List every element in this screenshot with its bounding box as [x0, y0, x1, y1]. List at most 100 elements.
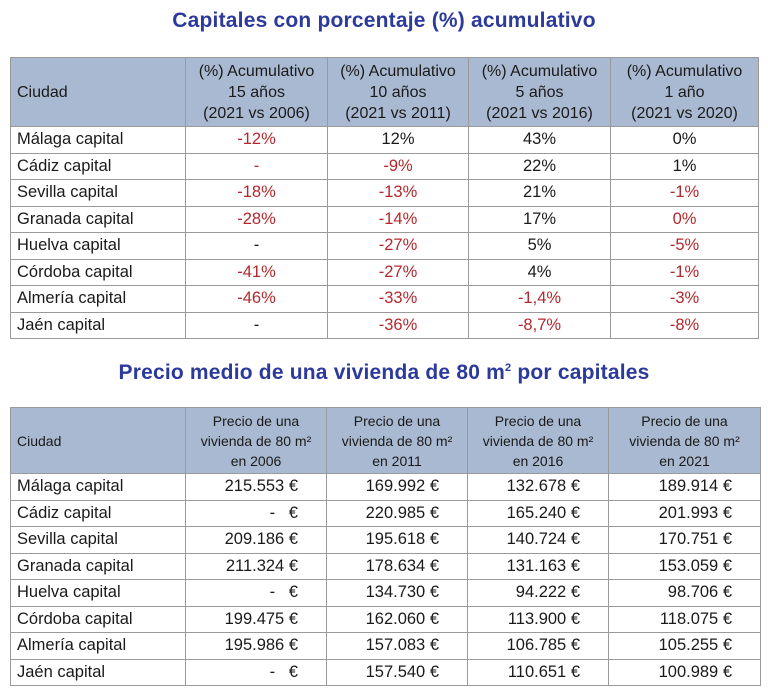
header-line: en 2006 [230, 452, 282, 469]
title-main: Precio medio de una vivienda de 80 m [118, 361, 505, 384]
header-line: (%) Acumulativo [198, 62, 315, 80]
header-line: vivienda de 80 m² [629, 432, 740, 449]
percentage-cell: 0% [610, 126, 759, 154]
page-title-prices: Precio medio de una vivienda de 80 m2 po… [0, 361, 768, 385]
city-cell: Cádiz capital [10, 499, 186, 527]
table-row: Córdoba capital -41% -27% 4% -1% [10, 258, 759, 286]
city-cell: Málaga capital [10, 126, 186, 154]
column-header: Precio de una vivienda de 80 m² en 2006 [185, 407, 327, 474]
city-cell: Granada capital [10, 205, 186, 233]
city-cell: Sevilla capital [10, 179, 186, 207]
percentage-cell: -5% [610, 232, 759, 260]
percentage-cell: -1% [610, 179, 759, 207]
percentage-cell: -28% [185, 205, 328, 233]
column-header: (%) Acumulativo 15 años (2021 vs 2006) [185, 57, 328, 127]
city-cell: Almería capital [10, 632, 186, 660]
table-row: Sevilla capital -18% -13% 21% -1% [10, 179, 759, 207]
header-line: Precio de una [494, 412, 582, 429]
percentage-cell: - [185, 232, 328, 260]
percentage-cell: 12% [327, 126, 469, 154]
header-line: (2021 vs 2020) [631, 104, 738, 122]
city-cell: Almería capital [10, 285, 186, 313]
percentage-cell: 17% [468, 205, 611, 233]
title-end: por capitales [511, 361, 650, 384]
price-cell: 110.651 € [467, 658, 609, 686]
city-cell: Jaén capital [10, 311, 186, 339]
price-cell: - € [185, 579, 327, 607]
city-cell: Cádiz capital [10, 152, 186, 180]
percentage-cell: -14% [327, 205, 469, 233]
header-line: (%) Acumulativo [626, 62, 743, 80]
header-line: Precio de una [212, 412, 300, 429]
column-header: (%) Acumulativo 5 años (2021 vs 2016) [468, 57, 611, 127]
price-cell: 105.255 € [608, 632, 761, 660]
column-header: Precio de una vivienda de 80 m² en 2011 [326, 407, 468, 474]
header-line: 10 años [369, 83, 427, 101]
price-cell: 209.186 € [185, 526, 327, 554]
price-cell: 220.985 € [326, 499, 468, 527]
column-header: (%) Acumulativo 1 año (2021 vs 2020) [610, 57, 759, 127]
percentage-cell: -33% [327, 285, 469, 313]
percentage-cell: -18% [185, 179, 328, 207]
price-cell: 153.059 € [608, 552, 761, 580]
city-cell: Sevilla capital [10, 526, 186, 554]
table-row: Málaga capital 215.553 €169.992 €132.678 … [10, 473, 761, 501]
header-line: (2021 vs 2016) [486, 104, 593, 122]
table-header-row: Ciudad Precio de una vivienda de 80 m² en 2… [10, 407, 761, 474]
column-header: Precio de una vivienda de 80 m² en 2016 [467, 407, 609, 474]
table-header-row: Ciudad (%) Acumulativo 15 años (2021 vs 200… [10, 57, 759, 127]
price-cell: - € [185, 658, 327, 686]
price-cell: 134.730 € [326, 579, 468, 607]
percentage-cell: -1% [610, 258, 759, 286]
percentage-cell: -1,4% [468, 285, 611, 313]
price-cell: - € [185, 499, 327, 527]
header-line: 15 años [228, 83, 285, 101]
percentage-cell: 0% [610, 205, 759, 233]
percentage-cell: 21% [468, 179, 611, 207]
city-cell: Málaga capital [10, 473, 186, 501]
price-cell: 157.083 € [326, 632, 468, 660]
price-cell: 132.678 € [467, 473, 609, 501]
table-row: Granada capital 211.324 €178.634 €131.163… [10, 552, 761, 580]
city-cell: Huelva capital [10, 232, 186, 260]
price-cell: 98.706 € [608, 579, 761, 607]
table-row: Almería capital 195.986 €157.083 €106.785… [10, 632, 761, 660]
table-row: Jaén capital - €157.540 €110.651 €100.989… [10, 658, 761, 686]
header-line: Ciudad [17, 83, 68, 101]
percentage-cell: -36% [327, 311, 469, 339]
header-line: (2021 vs 2006) [203, 104, 310, 122]
column-header-city: Ciudad [10, 407, 186, 474]
price-cell: 165.240 € [467, 499, 609, 527]
percentage-cell: 5% [468, 232, 611, 260]
price-cell: 199.475 € [185, 605, 327, 633]
percentage-cell: -13% [327, 179, 469, 207]
percentage-cell: 4% [468, 258, 611, 286]
header-line: vivienda de 80 m² [341, 432, 453, 449]
price-cell: 100.989 € [608, 658, 761, 686]
title-superscript: 2 [505, 362, 512, 374]
header-line: Ciudad [17, 432, 62, 449]
percentage-cell: -46% [185, 285, 328, 313]
percentage-cell: -8% [610, 311, 759, 339]
percentage-cell: 1% [610, 152, 759, 180]
city-cell: Córdoba capital [10, 605, 186, 633]
price-cell: 195.618 € [326, 526, 468, 554]
header-line: 5 años [515, 83, 564, 101]
column-header-city: Ciudad [10, 57, 186, 127]
price-cell: 157.540 € [326, 658, 468, 686]
table-row: Almería capital -46% -33% -1,4% -3% [10, 285, 759, 313]
percentage-cell: 43% [468, 126, 611, 154]
price-cell: 131.163 € [467, 552, 609, 580]
price-cell: 189.914 € [608, 473, 761, 501]
header-line: vivienda de 80 m² [200, 432, 312, 449]
price-cell: 118.075 € [608, 605, 761, 633]
percentage-cell: -3% [610, 285, 759, 313]
header-line: en 2016 [512, 452, 564, 469]
city-cell: Huelva capital [10, 579, 186, 607]
percentage-cell: -27% [327, 258, 469, 286]
header-line: 1 año [664, 83, 705, 101]
table-row: Granada capital -28% -14% 17% 0% [10, 205, 759, 233]
column-header: Precio de una vivienda de 80 m² en 2021 [608, 407, 761, 474]
percentage-cell: 22% [468, 152, 611, 180]
table-row: Córdoba capital 199.475 €162.060 €113.900… [10, 605, 761, 633]
